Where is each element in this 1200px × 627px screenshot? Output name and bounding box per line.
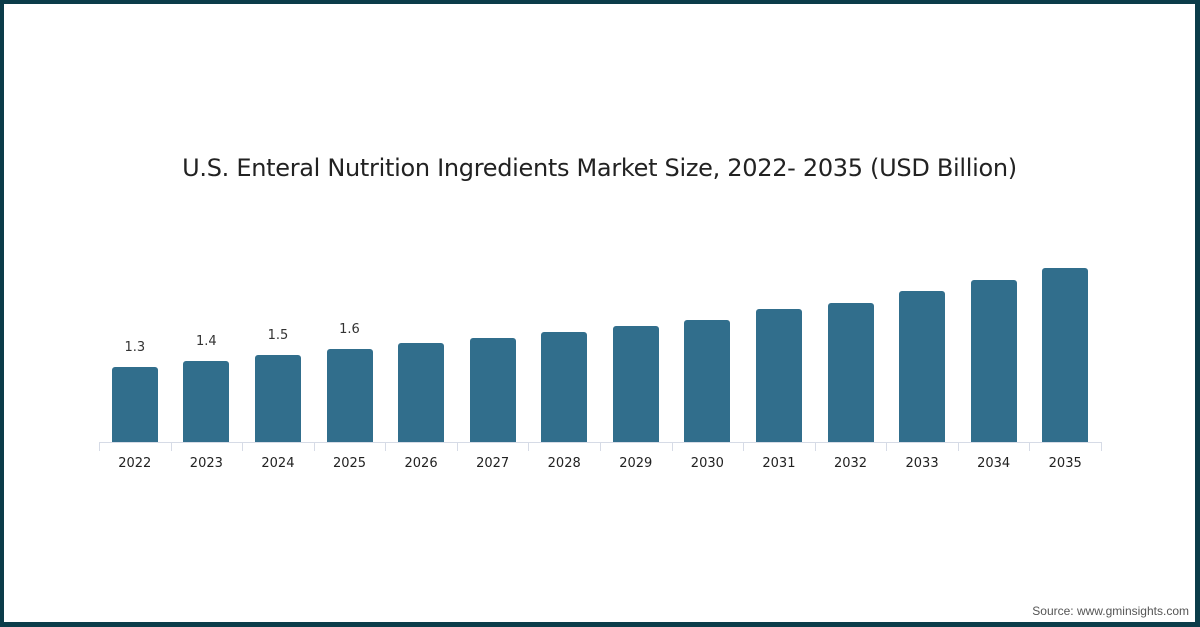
data-label-2025: 1.6	[339, 322, 360, 338]
bar-2023	[183, 360, 230, 442]
bar-2024	[254, 355, 301, 442]
x-tick-label-2033: 2033	[905, 456, 939, 471]
x-tick-label-2034: 2034	[977, 456, 1011, 471]
x-tick-label-2026: 2026	[404, 456, 438, 471]
bar-2032	[827, 302, 874, 442]
x-axis-tick	[385, 442, 387, 451]
x-tick-label-2027: 2027	[476, 456, 510, 471]
bar-2030	[684, 320, 731, 442]
x-axis-tick	[99, 442, 100, 451]
x-axis-tick	[1029, 442, 1031, 451]
x-tick-label-2035: 2035	[1048, 456, 1082, 471]
bar-2027	[469, 337, 516, 442]
source-attribution: Source: www.gminsights.com	[1032, 604, 1189, 618]
bar-2026	[398, 343, 445, 442]
bar-2022	[111, 366, 158, 442]
bar-2034	[970, 279, 1017, 442]
x-axis-tick	[886, 442, 888, 451]
chart-title: U.S. Enteral Nutrition Ingredients Marke…	[182, 154, 1017, 182]
bar-2035	[1042, 268, 1089, 442]
bar-2025	[326, 349, 373, 442]
x-tick-label-2032: 2032	[833, 456, 868, 471]
bar-2031	[755, 308, 802, 442]
x-tick-label-2031: 2031	[762, 456, 796, 471]
x-axis-tick	[313, 442, 315, 451]
x-tick-label-2023: 2023	[189, 456, 223, 471]
x-axis-tick	[814, 442, 816, 451]
x-axis-tick	[743, 442, 745, 451]
x-axis-tick	[242, 442, 244, 451]
bar-2029	[612, 326, 659, 442]
x-axis-tick	[170, 442, 172, 451]
x-tick-label-2024: 2024	[261, 456, 295, 471]
x-tick-label-2028: 2028	[547, 456, 581, 471]
x-axis-tick	[456, 442, 458, 451]
data-label-2022: 1.3	[124, 339, 146, 355]
x-tick-label-2029: 2029	[619, 456, 653, 471]
bar-2033	[899, 291, 946, 442]
x-axis-tick	[671, 442, 673, 451]
x-axis-tick	[957, 442, 959, 451]
x-axis-tick	[1101, 442, 1102, 451]
data-label-2024: 1.5	[267, 328, 289, 343]
x-tick-label-2022: 2022	[118, 456, 152, 471]
chart-frame: U.S. Enteral Nutrition Ingredients Marke…	[4, 4, 1195, 622]
bar-2028	[541, 331, 588, 442]
x-axis-tick	[528, 442, 530, 451]
x-axis-tick	[600, 442, 601, 451]
x-tick-label-2030: 2030	[690, 456, 724, 471]
x-tick-label-2025: 2025	[332, 456, 367, 471]
data-label-2023: 1.4	[196, 333, 217, 349]
